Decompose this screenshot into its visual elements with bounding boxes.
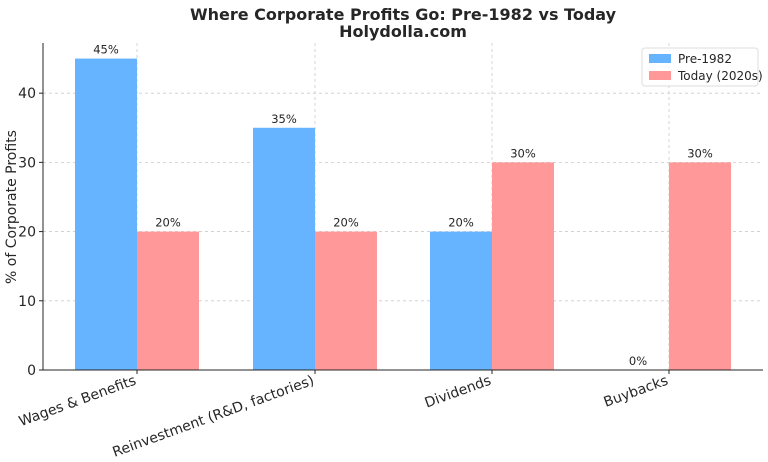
bar bbox=[315, 231, 377, 370]
x-tick-label: Dividends bbox=[423, 373, 494, 412]
bar bbox=[430, 231, 492, 370]
data-label: 20% bbox=[333, 216, 359, 230]
chart-subtitle: Holydolla.com bbox=[339, 22, 467, 41]
y-axis-label: % of Corporate Profits bbox=[4, 130, 20, 284]
y-tick-label: 20 bbox=[18, 225, 36, 241]
legend: Pre-1982 Today (2020s) bbox=[641, 47, 763, 87]
legend-label: Today (2020s) bbox=[677, 69, 763, 83]
bars bbox=[75, 58, 731, 371]
data-label: 30% bbox=[510, 146, 536, 160]
legend-label: Pre-1982 bbox=[678, 52, 732, 66]
bar bbox=[669, 162, 731, 370]
y-tick-label: 30 bbox=[18, 155, 36, 171]
y-tick-label: 40 bbox=[18, 86, 36, 102]
data-label: 45% bbox=[93, 43, 119, 57]
y-tick-label: 10 bbox=[18, 294, 36, 310]
chart-title: Where Corporate Profits Go: Pre-1982 vs … bbox=[190, 5, 617, 24]
bar bbox=[253, 127, 315, 371]
x-tick-label: Wages & Benefits bbox=[17, 373, 138, 430]
bar bbox=[75, 58, 137, 370]
bar-labels: 45% 35% 20% 0% 20% 20% 30% 30% bbox=[93, 43, 713, 368]
data-label: 35% bbox=[271, 112, 297, 126]
bar bbox=[137, 231, 199, 370]
axes bbox=[42, 43, 763, 371]
data-label: 20% bbox=[155, 216, 181, 230]
x-tick-label: Buybacks bbox=[602, 373, 671, 411]
legend-swatch bbox=[649, 54, 671, 63]
bar bbox=[492, 162, 554, 370]
data-label: 0% bbox=[629, 354, 647, 368]
data-label: 20% bbox=[448, 216, 474, 230]
y-tick-label: 0 bbox=[27, 363, 36, 379]
x-tick-label: Reinvestment (R&D, factories) bbox=[110, 373, 316, 461]
legend-swatch bbox=[649, 71, 671, 80]
data-label: 30% bbox=[687, 146, 713, 160]
